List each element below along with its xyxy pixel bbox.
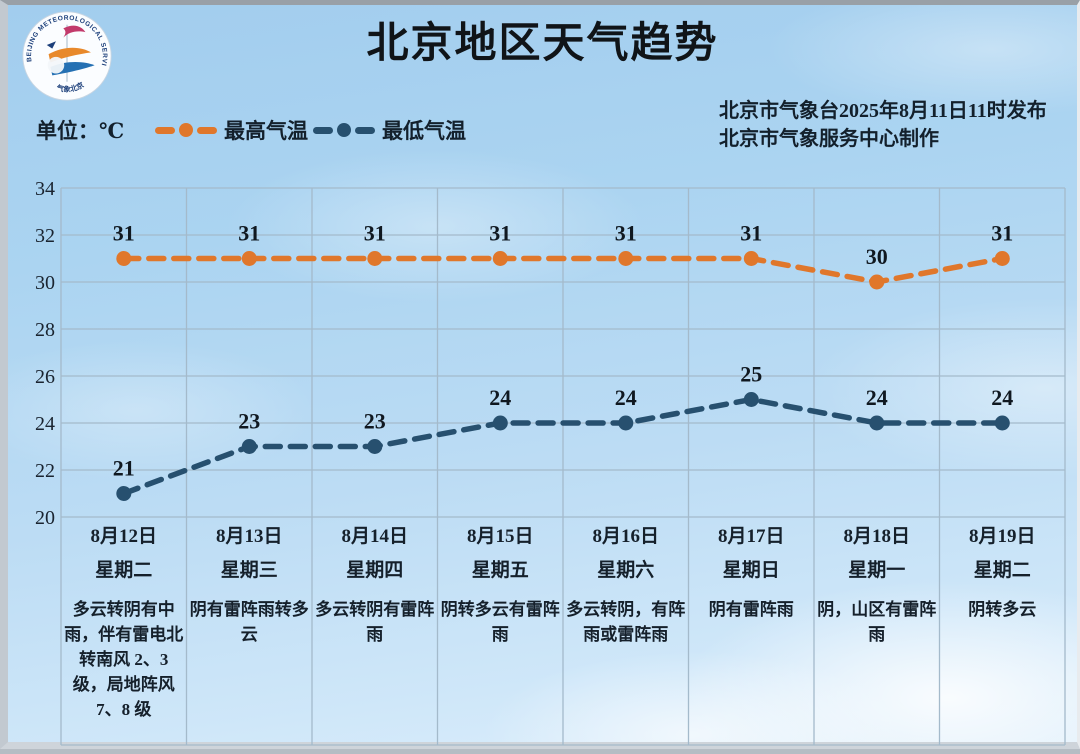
- legend-item-max-temp: 最高气温: [153, 115, 308, 145]
- data-point-value-label: 24: [615, 385, 637, 410]
- data-point-value-label: 21: [113, 456, 135, 481]
- day-column: 8月15日星期五阴转多云有雷阵雨: [438, 525, 564, 647]
- data-point-value-label: 31: [364, 221, 386, 246]
- gridlines: 20 22 24 26 28 30 32 34: [35, 178, 1066, 746]
- y-axis-tick-label: 26: [35, 366, 55, 388]
- data-point-value-label: 23: [364, 409, 386, 434]
- y-axis-tick-label: 34: [35, 178, 55, 200]
- day-column: 8月19日星期二阴转多云: [940, 525, 1066, 622]
- data-point: [994, 251, 1010, 266]
- data-point-value-label: 31: [991, 221, 1013, 246]
- legend-label-min-temp: 最低气温: [382, 119, 466, 143]
- data-point: [618, 251, 634, 266]
- data-point: [994, 415, 1010, 431]
- date-label: 8月14日: [341, 526, 408, 547]
- data-point-value-label: 31: [113, 221, 135, 246]
- weather-description: 多云转阴有中雨，伴有雷电北转南风 2、3 级，局地阵风 7、8 级: [64, 600, 184, 719]
- weekday-label: 星期五: [471, 560, 529, 581]
- data-point-value-label: 23: [238, 409, 260, 434]
- data-point: [367, 251, 383, 266]
- weather-description: 多云转阴，有阵雨或雷阵雨: [566, 600, 686, 644]
- y-axis-tick-label: 30: [35, 272, 55, 294]
- data-point-value-label: 25: [740, 362, 762, 387]
- data-point-value-label: 31: [489, 221, 511, 246]
- y-axis-tick-label: 32: [35, 225, 55, 247]
- unit-label: 单位：℃: [36, 119, 125, 143]
- date-label: 8月16日: [592, 526, 659, 547]
- date-label: 8月19日: [968, 526, 1036, 547]
- data-point-value-label: 24: [489, 385, 511, 410]
- weather-description: 阴，山区有雷阵雨: [817, 600, 937, 644]
- weather-description: 阴转多云: [968, 600, 1037, 619]
- issue-line-2: 北京市气象服务中心制作: [719, 128, 939, 150]
- series-max-temp: 31 31 31 31 31 31 30 31: [113, 221, 1013, 290]
- data-point: [116, 486, 132, 501]
- data-point-value-label: 31: [615, 221, 637, 246]
- min-temp-line-marker-icon: [311, 123, 377, 137]
- data-point-value-label: 24: [866, 385, 888, 410]
- day-column: 8月13日星期三阴有雷阵雨转多云: [187, 525, 313, 647]
- legend-item-min-temp: 最低气温: [311, 115, 466, 145]
- weekday-label: 星期日: [722, 560, 780, 581]
- data-point: [743, 392, 759, 407]
- series-line: [121, 396, 1006, 497]
- data-point: [492, 415, 508, 431]
- data-point-value-label: 30: [866, 244, 888, 269]
- day-column: 8月18日星期一阴，山区有雷阵雨: [814, 525, 940, 647]
- page-title: 北京地区天气趋势: [366, 21, 719, 67]
- logo-red-swoosh: [63, 25, 86, 38]
- day-column: 8月12日星期二多云转阴有中雨，伴有雷电北转南风 2、3 级，局地阵风 7、8 …: [61, 525, 187, 722]
- data-point: [743, 251, 759, 266]
- weather-description: 阴转多云有雷阵雨: [440, 600, 560, 644]
- data-point-value-label: 31: [238, 221, 260, 246]
- data-point-value-label: 24: [991, 385, 1013, 410]
- series-min-temp: 21 23 23 24 24 25 24 24: [113, 362, 1013, 501]
- data-point-value-label: 31: [740, 221, 762, 246]
- weekday-label: 星期二: [973, 560, 1031, 581]
- data-point: [492, 251, 508, 266]
- data-point: [116, 251, 132, 266]
- data-point: [241, 439, 257, 454]
- weekday-label: 星期二: [95, 560, 153, 581]
- y-axis-tick-label: 28: [35, 319, 55, 341]
- day-column: 8月16日星期六多云转阴，有阵雨或雷阵雨: [563, 525, 689, 647]
- date-label: 8月12日: [90, 526, 157, 547]
- logo-balloon-shape: [47, 56, 65, 74]
- temperature-trend-chart: 20 22 24 26 28 30 32 34 31 31 31 31 31 31 30 31 21 23 23 24…: [35, 178, 1066, 746]
- day-column: 8月17日星期日阴有雷阵雨: [689, 525, 815, 622]
- date-label: 8月18日: [843, 526, 910, 547]
- date-label: 8月13日: [215, 526, 283, 547]
- day-column: 8月14日星期四多云转阴有雷阵雨: [312, 525, 438, 647]
- issue-info: 北京市气象台2025年8月11日11时发布 北京市气象服务中心制作: [719, 97, 1047, 153]
- date-label: 8月17日: [717, 526, 785, 547]
- weekday-label: 星期三: [220, 560, 278, 581]
- weather-description: 多云转阴有雷阵雨: [315, 600, 435, 644]
- weather-description: 阴有雷阵雨转多云: [189, 600, 309, 644]
- date-label: 8月15日: [466, 526, 534, 547]
- weekday-label: 星期四: [346, 560, 404, 581]
- data-point: [869, 415, 885, 431]
- y-axis-tick-label: 20: [35, 507, 55, 529]
- legend-label-max-temp: 最高气温: [224, 119, 308, 143]
- weekday-label: 星期六: [597, 560, 655, 581]
- data-point: [367, 439, 383, 454]
- data-point: [869, 274, 885, 290]
- issue-line-1: 北京市气象台2025年8月11日11时发布: [719, 100, 1047, 122]
- logo-plane-shape: [46, 41, 56, 49]
- data-point: [241, 251, 257, 266]
- max-temp-line-marker-icon: [153, 123, 219, 137]
- beijing-meteorological-service-logo-icon: BEIJING METEOROLOGICAL SERVICE 气象北京: [21, 10, 112, 101]
- series-line: [121, 255, 1006, 285]
- y-axis-tick-label: 24: [35, 413, 55, 435]
- weather-description: 阴有雷阵雨: [708, 600, 794, 619]
- data-point: [618, 415, 634, 431]
- y-axis-tick-label: 22: [35, 460, 55, 482]
- weekday-label: 星期一: [848, 560, 906, 581]
